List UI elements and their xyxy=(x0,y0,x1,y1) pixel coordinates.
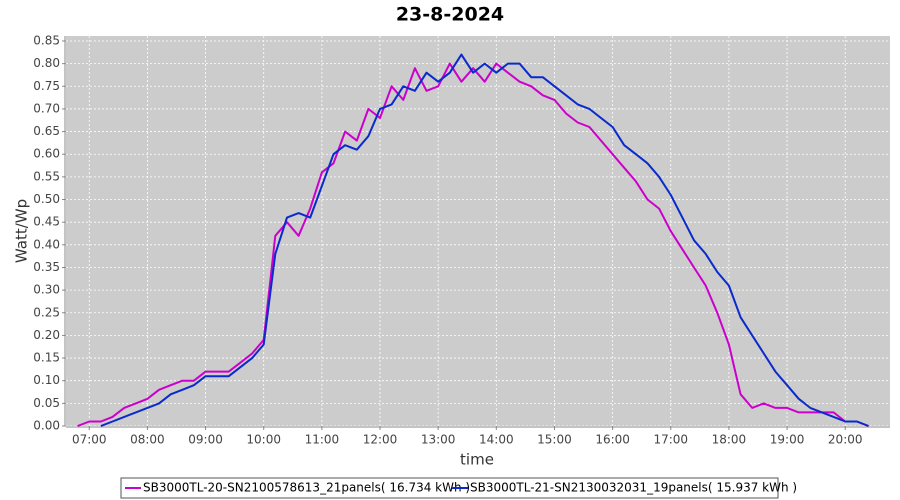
legend-label: SB3000TL-20-SN2100578613_21panels( 16.73… xyxy=(143,481,470,495)
y-tick-label: 0.85 xyxy=(33,33,60,47)
y-tick-label: 0.50 xyxy=(33,192,60,206)
y-tick-label: 0.45 xyxy=(33,215,60,229)
x-tick-label: 14:00 xyxy=(479,433,514,447)
legend-label: SB3000TL-21-SN2130032031_19panels( 15.93… xyxy=(470,481,797,495)
y-tick-label: 0.05 xyxy=(33,396,60,410)
x-tick-label: 15:00 xyxy=(537,433,572,447)
plot-area xyxy=(66,36,890,426)
y-tick-label: 0.80 xyxy=(33,56,60,70)
series-line xyxy=(100,53,869,427)
x-tick-label: 13:00 xyxy=(421,433,456,447)
x-tick-label: 07:00 xyxy=(72,433,107,447)
x-axis-label: time xyxy=(460,451,494,469)
legend-box xyxy=(120,477,779,499)
x-tick-label: 20:00 xyxy=(828,433,863,447)
x-tick-label: 19:00 xyxy=(770,433,805,447)
series-line xyxy=(77,62,869,427)
y-tick-label: 0.70 xyxy=(33,101,60,115)
y-tick-label: 0.00 xyxy=(33,419,60,433)
y-tick-label: 0.30 xyxy=(33,283,60,297)
y-tick-label: 0.60 xyxy=(33,147,60,161)
x-tick-label: 17:00 xyxy=(653,433,688,447)
x-tick-label: 09:00 xyxy=(188,433,223,447)
y-tick-label: 0.10 xyxy=(33,373,60,387)
y-tick-label: 0.15 xyxy=(33,351,60,365)
x-tick-label: 16:00 xyxy=(595,433,630,447)
y-tick-label: 0.75 xyxy=(33,79,60,93)
y-axis-label: Watt/Wp xyxy=(13,199,31,263)
y-tick-label: 0.55 xyxy=(33,169,60,183)
x-tick-label: 11:00 xyxy=(305,433,340,447)
y-tick-label: 0.20 xyxy=(33,328,60,342)
y-tick-label: 0.25 xyxy=(33,305,60,319)
y-tick-label: 0.35 xyxy=(33,260,60,274)
x-tick-label: 18:00 xyxy=(712,433,747,447)
x-tick-label: 10:00 xyxy=(246,433,281,447)
chart-title: 23-8-2024 xyxy=(396,4,504,26)
y-tick-label: 0.65 xyxy=(33,124,60,138)
y-tick-label: 0.40 xyxy=(33,237,60,251)
x-tick-label: 12:00 xyxy=(363,433,398,447)
x-tick-label: 08:00 xyxy=(130,433,165,447)
